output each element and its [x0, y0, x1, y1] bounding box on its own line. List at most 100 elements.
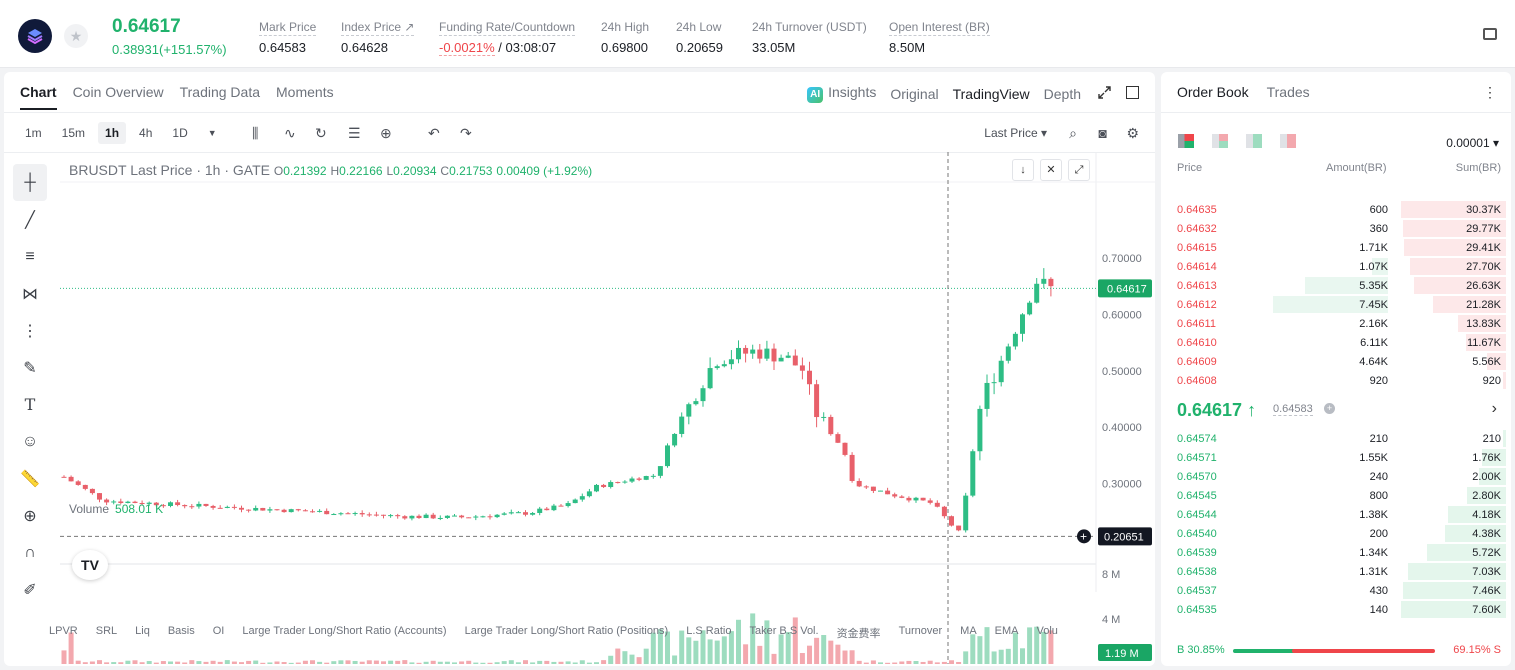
redo-icon[interactable]: ↷ [460, 125, 472, 141]
mode-both-icon[interactable] [1178, 134, 1194, 148]
trend-line-icon[interactable]: ╱ [25, 211, 35, 229]
interval-1h[interactable]: 1h [98, 122, 127, 144]
pattern-icon[interactable]: ⋈ [22, 285, 38, 303]
tab-moments[interactable]: Moments [276, 84, 334, 100]
indicator-item[interactable]: LPVR [49, 625, 78, 637]
ask-row[interactable]: 0.64612 7.45K 21.28K [1161, 295, 1511, 314]
camera-icon[interactable]: ◙ [1098, 125, 1107, 141]
tab-insights[interactable]: AI Insights [807, 84, 876, 103]
text-tool-icon[interactable]: T [24, 395, 36, 414]
indicator-item[interactable]: EMA [994, 625, 1019, 637]
bid-row[interactable]: 0.64539 1.34K 5.72K [1161, 543, 1511, 562]
ask-row[interactable]: 0.64608 920 920 [1161, 371, 1511, 390]
ask-row[interactable]: 0.64632 360 29.77K [1161, 219, 1511, 238]
indicator-item[interactable]: OI [212, 625, 225, 637]
crosshair-icon[interactable]: ┼ [13, 164, 47, 201]
tab-trading-data[interactable]: Trading Data [179, 84, 261, 100]
interval-more-chevron-icon[interactable]: ▼ [207, 128, 217, 138]
brush-icon[interactable]: ✎ [23, 359, 37, 377]
volume-bar [572, 662, 578, 664]
more-options-icon[interactable]: ⋮ [1483, 84, 1497, 100]
stat-label[interactable]: Index Price ↗ [341, 20, 415, 36]
zoom-in-icon[interactable]: ⊕ [23, 507, 37, 525]
price-chart[interactable]: 0.64617 0.20651 +0.70000 0.60000 0.50000 0.40… [4, 152, 1155, 666]
indicators-icon[interactable]: ∿ [284, 125, 296, 141]
interval-1d[interactable]: 1D [172, 126, 188, 140]
undo-icon[interactable]: ↶ [428, 125, 440, 141]
replay-icon[interactable]: ↻ [315, 125, 327, 141]
expand-icon[interactable] [1098, 86, 1111, 99]
search-icon[interactable]: ⌕ [1069, 125, 1077, 141]
stat-label[interactable]: Open Interest (BR) [889, 20, 990, 36]
bid-row[interactable]: 0.64574 210 210 [1161, 429, 1511, 448]
settings-gear-icon[interactable]: ⚙ [1126, 125, 1139, 141]
ask-row[interactable]: 0.64610 6.11K 11.67K [1161, 333, 1511, 352]
indicator-item[interactable]: SRL [95, 625, 118, 637]
mode-asks-icon[interactable] [1280, 134, 1296, 148]
template-icon[interactable]: ☰ [348, 125, 361, 141]
add-alert-icon[interactable]: ⊕ [380, 125, 392, 141]
fullscreen-button[interactable]: ⤢ [1068, 159, 1090, 181]
bid-row[interactable]: 0.64570 240 2.00K [1161, 467, 1511, 486]
stat-label[interactable]: Mark Price [259, 20, 317, 36]
scroll-down-button[interactable]: ↓ [1012, 159, 1034, 181]
bid-row[interactable]: 0.64537 430 7.46K [1161, 581, 1511, 600]
magnet-icon[interactable]: ∩ [24, 543, 36, 561]
indicator-item[interactable]: Turnover [898, 625, 943, 637]
stat-label[interactable]: Funding Rate/Countdown [439, 20, 576, 36]
mid-mark-price[interactable]: 0.64583 [1273, 403, 1313, 416]
chevron-right-icon[interactable]: › [1491, 400, 1497, 417]
fib-icon[interactable]: ⋮ [22, 322, 38, 340]
ask-row[interactable]: 0.64635 600 30.37K [1161, 200, 1511, 219]
emoji-icon[interactable]: ☺ [21, 432, 39, 450]
indicator-item[interactable]: L.S Ratio [686, 625, 732, 637]
bid-row[interactable]: 0.64545 800 2.80K [1161, 486, 1511, 505]
tab-tradingview[interactable]: TradingView [952, 85, 1030, 102]
indicator-item[interactable]: Liq [135, 625, 150, 637]
mode-bids-asks-icon[interactable] [1212, 134, 1228, 148]
indicator-item[interactable]: 资金费率 [836, 628, 881, 640]
candle-type-icon[interactable]: ⫼ [252, 125, 259, 141]
window-mode-icon[interactable] [1126, 86, 1139, 99]
guide-book-icon[interactable] [1483, 28, 1497, 40]
ruler-icon[interactable]: 📏 [20, 470, 40, 488]
volume-bar [743, 644, 749, 664]
candle-body [1041, 278, 1047, 284]
ask-row[interactable]: 0.64615 1.71K 29.41K [1161, 238, 1511, 257]
indicator-item[interactable]: MA [960, 625, 977, 637]
bid-row[interactable]: 0.64540 200 4.38K [1161, 524, 1511, 543]
tab-coin-overview[interactable]: Coin Overview [72, 84, 164, 100]
interval-1m[interactable]: 1m [25, 126, 42, 140]
bid-row[interactable]: 0.64544 1.38K 4.18K [1161, 505, 1511, 524]
indicator-item[interactable]: Large Trader Long/Short Ratio (Accounts) [242, 625, 447, 637]
tab-chart[interactable]: Chart [20, 84, 57, 110]
bid-row[interactable]: 0.64535 140 7.60K [1161, 600, 1511, 619]
interval-15m[interactable]: 15m [61, 126, 86, 140]
bid-row[interactable]: 0.64538 1.31K 7.03K [1161, 562, 1511, 581]
horizontal-lines-icon[interactable]: ≡ [25, 247, 35, 265]
mode-bids-icon[interactable] [1246, 134, 1262, 148]
bid-row[interactable]: 0.64571 1.55K 1.76K [1161, 448, 1511, 467]
ask-row[interactable]: 0.64614 1.07K 27.70K [1161, 257, 1511, 276]
pencil-lock-icon[interactable]: ✐ [23, 581, 37, 599]
indicator-item[interactable]: Taker B.S Vol. [749, 625, 819, 637]
indicator-item[interactable]: Volu [1036, 625, 1058, 637]
precision-select[interactable]: 0.00001 ▾ [1446, 136, 1499, 150]
tab-order-book[interactable]: Order Book [1177, 84, 1249, 100]
favorite-star-icon[interactable]: ★ [64, 24, 88, 48]
candle-body [281, 509, 287, 513]
collapse-button[interactable]: ✕ [1040, 159, 1062, 181]
ask-row[interactable]: 0.64609 4.64K 5.56K [1161, 352, 1511, 371]
price-type-select[interactable]: Last Price ▾ [984, 126, 1047, 140]
tab-original[interactable]: Original [890, 85, 939, 102]
ask-row[interactable]: 0.64611 2.16K 13.83K [1161, 314, 1511, 333]
tab-trades[interactable]: Trades [1266, 84, 1310, 100]
indicator-item[interactable]: Large Trader Long/Short Ratio (Positions… [464, 625, 669, 637]
interval-4h[interactable]: 4h [139, 126, 153, 140]
ticker-header: ★ 0.64617 0.38931(+151.57%) Mark Price 0… [0, 0, 1515, 68]
ask-row[interactable]: 0.64613 5.35K 26.63K [1161, 276, 1511, 295]
tab-depth[interactable]: Depth [1043, 85, 1081, 102]
indicator-item[interactable]: Basis [167, 625, 195, 637]
tradingview-logo[interactable]: TV [72, 550, 108, 580]
add-order-plus-icon [1077, 529, 1091, 544]
